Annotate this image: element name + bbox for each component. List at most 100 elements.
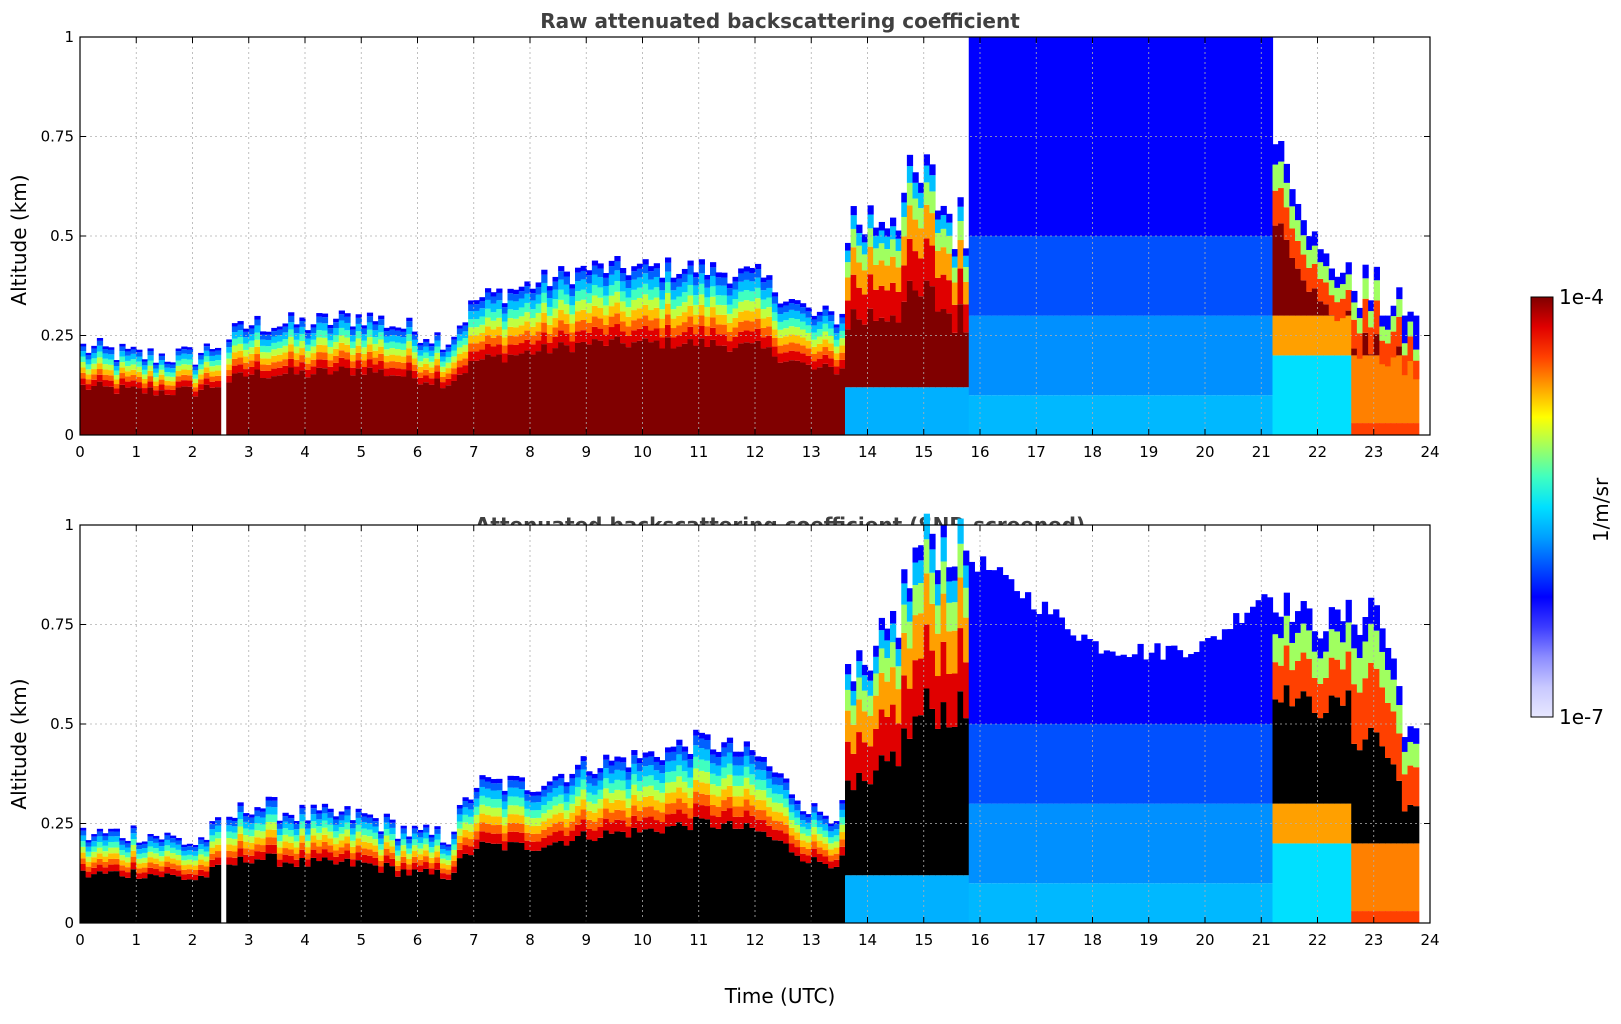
heatmap-cell — [193, 391, 199, 396]
heatmap-cell — [614, 313, 620, 324]
heatmap-cell — [738, 292, 744, 302]
heatmap-cell — [1391, 911, 1397, 923]
heatmap-cell — [1368, 354, 1374, 355]
heatmap-cell — [569, 289, 575, 297]
heatmap-cell — [586, 275, 592, 283]
heatmap-cell — [659, 309, 665, 318]
heatmap-cell — [721, 778, 727, 789]
x-tick-label: 18 — [1083, 443, 1102, 461]
heatmap-cell — [232, 339, 238, 346]
heatmap-cell — [496, 335, 502, 344]
heatmap-cell — [980, 236, 986, 316]
heatmap-cell — [896, 239, 902, 251]
heatmap-cell — [884, 237, 890, 249]
heatmap-cell — [373, 325, 379, 331]
heatmap-cell — [266, 340, 272, 346]
heatmap-cell — [389, 820, 395, 823]
heatmap-cell — [755, 264, 761, 269]
heatmap-cell — [626, 347, 632, 435]
heatmap-cell — [434, 353, 440, 359]
heatmap-cell — [856, 678, 862, 700]
heatmap-cell — [204, 362, 210, 367]
heatmap-cell — [215, 820, 221, 825]
heatmap-cell — [733, 308, 739, 317]
heatmap-cell — [322, 345, 328, 352]
heatmap-cell — [198, 865, 204, 870]
heatmap-cell — [434, 829, 440, 834]
heatmap-cell — [108, 360, 114, 365]
heatmap-cell — [834, 824, 840, 829]
heatmap-cell — [901, 569, 907, 583]
heatmap-cell — [1042, 724, 1048, 804]
heatmap-cell — [401, 356, 407, 362]
heatmap-cell — [457, 805, 463, 809]
heatmap-cell — [1048, 236, 1054, 316]
heatmap-cell — [710, 749, 716, 754]
heatmap-cell — [153, 875, 159, 923]
heatmap-cell — [1385, 670, 1391, 703]
heatmap-cell — [148, 857, 154, 862]
heatmap-cell — [727, 743, 733, 752]
heatmap-cell — [817, 834, 823, 841]
heatmap-cell — [1267, 316, 1273, 396]
heatmap-cell — [451, 351, 457, 357]
heatmap-cell — [1408, 726, 1414, 742]
heatmap-cell — [311, 346, 317, 353]
heatmap-cell — [1132, 316, 1138, 396]
heatmap-cell — [766, 307, 772, 317]
heatmap-cell — [1284, 593, 1290, 616]
heatmap-cell — [277, 867, 283, 923]
heatmap-cell — [249, 815, 255, 818]
heatmap-cell — [671, 752, 677, 761]
heatmap-cell — [969, 562, 975, 724]
heatmap-cell — [277, 853, 283, 859]
heatmap-cell — [631, 330, 637, 342]
heatmap-cell — [198, 870, 204, 876]
heatmap-cell — [1183, 883, 1189, 923]
x-tick-label: 19 — [1139, 443, 1158, 461]
heatmap-cell — [1132, 724, 1138, 804]
heatmap-cell — [1081, 804, 1087, 884]
heatmap-cell — [429, 362, 435, 367]
heatmap-cell — [766, 766, 772, 771]
heatmap-cell — [1121, 316, 1127, 396]
heatmap-cell — [328, 825, 334, 832]
x-tick-label: 7 — [469, 931, 479, 949]
heatmap-cell — [91, 349, 97, 353]
heatmap-cell — [1160, 724, 1166, 804]
heatmap-cell — [373, 852, 379, 858]
heatmap-cell — [614, 281, 620, 292]
heatmap-cell — [80, 864, 86, 871]
heatmap-cell — [502, 795, 508, 802]
heatmap-cell — [1126, 724, 1132, 804]
heatmap-cell — [868, 671, 874, 681]
heatmap-cell — [946, 214, 952, 223]
heatmap-cell — [671, 290, 677, 299]
heatmap-cell — [316, 861, 322, 923]
heatmap-cell — [794, 801, 800, 805]
heatmap-cell — [946, 254, 952, 281]
heatmap-cell — [603, 760, 609, 768]
heatmap-cell — [586, 829, 592, 840]
heatmap-cell — [609, 296, 615, 306]
heatmap-cell — [704, 326, 710, 336]
x-tick-label: 24 — [1420, 931, 1439, 949]
heatmap-cell — [198, 379, 204, 384]
heatmap-cell — [671, 309, 677, 318]
heatmap-cell — [1115, 883, 1121, 923]
heatmap-cell — [778, 346, 784, 354]
heatmap-cell — [952, 602, 958, 631]
heatmap-cell — [1205, 804, 1211, 884]
heatmap-cell — [1374, 911, 1380, 923]
heatmap-cell — [569, 841, 575, 923]
heatmap-cell — [361, 375, 367, 435]
heatmap-cell — [952, 333, 958, 388]
heatmap-cell — [913, 716, 919, 875]
heatmap-cell — [631, 774, 637, 784]
heatmap-cell — [834, 860, 840, 867]
heatmap-cell — [1003, 236, 1009, 316]
heatmap-cell — [665, 337, 671, 435]
heatmap-cell — [1171, 724, 1177, 804]
heatmap-cell — [378, 834, 384, 839]
heatmap-cell — [541, 797, 547, 805]
